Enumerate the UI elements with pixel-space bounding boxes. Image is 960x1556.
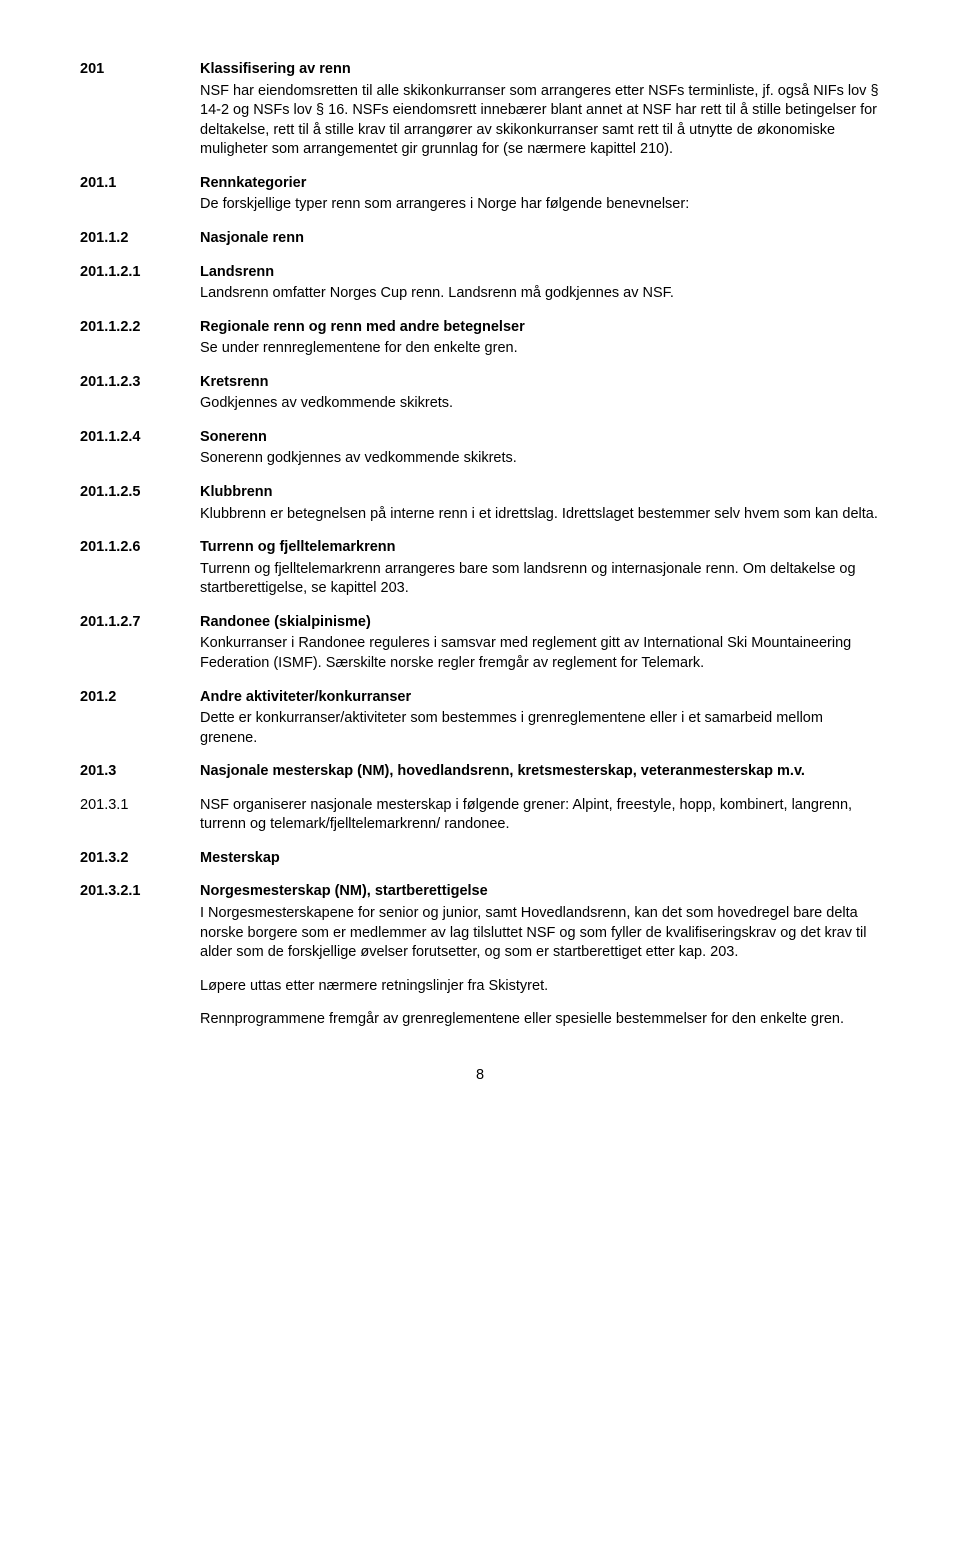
section-title: Andre aktiviteter/konkurranser (200, 688, 880, 708)
section-content: Regionale renn og renn med andre betegne… (200, 318, 880, 359)
section-content: Mesterskap (200, 849, 880, 869)
section-number: 201 (80, 60, 200, 160)
section-201-1-2-2: 201.1.2.2 Regionale renn og renn med and… (80, 318, 880, 359)
section-content: Klubbrenn Klubbrenn er betegnelsen på in… (200, 483, 880, 524)
section-number: 201.1.2.2 (80, 318, 200, 359)
section-content: Nasjonale mesterskap (NM), hovedlandsren… (200, 762, 880, 782)
section-title: Klubbrenn (200, 483, 880, 503)
section-title: Nasjonale mesterskap (NM), hovedlandsren… (200, 762, 880, 782)
section-title: Klassifisering av renn (200, 60, 880, 80)
section-201-1-2-5: 201.1.2.5 Klubbrenn Klubbrenn er betegne… (80, 483, 880, 524)
section-body: Turrenn og fjelltelemarkrenn arrangeres … (200, 560, 880, 599)
section-body: I Norgesmesterskapene for senior og juni… (200, 904, 880, 963)
section-number: 201.3.1 (80, 796, 200, 835)
section-number: 201.3.2 (80, 849, 200, 869)
section-body: Sonerenn godkjennes av vedkommende skikr… (200, 449, 880, 469)
section-body: Godkjennes av vedkommende skikrets. (200, 394, 880, 414)
section-title: Randonee (skialpinisme) (200, 613, 880, 633)
section-body: Se under rennreglementene for den enkelt… (200, 339, 880, 359)
section-201-1-2-6: 201.1.2.6 Turrenn og fjelltelemarkrenn T… (80, 538, 880, 599)
section-content: Norgesmesterskap (NM), startberettigelse… (200, 882, 880, 962)
section-content: Nasjonale renn (200, 229, 880, 249)
section-number: 201.1 (80, 174, 200, 215)
section-number: 201.1.2.3 (80, 373, 200, 414)
section-201-3-1: 201.3.1 NSF organiserer nasjonale mester… (80, 796, 880, 835)
section-content: Sonerenn Sonerenn godkjennes av vedkomme… (200, 428, 880, 469)
section-title: Mesterskap (200, 849, 880, 869)
section-extra-paragraph: Rennprogrammene fremgår av grenreglement… (200, 1010, 880, 1030)
section-201-1: 201.1 Rennkategorier De forskjellige typ… (80, 174, 880, 215)
section-title: Rennkategorier (200, 174, 880, 194)
section-title: Regionale renn og renn med andre betegne… (200, 318, 880, 338)
section-201-1-2-3: 201.1.2.3 Kretsrenn Godkjennes av vedkom… (80, 373, 880, 414)
section-201-1-2-7: 201.1.2.7 Randonee (skialpinisme) Konkur… (80, 613, 880, 674)
section-number: 201.1.2.5 (80, 483, 200, 524)
section-content: Randonee (skialpinisme) Konkurranser i R… (200, 613, 880, 674)
section-number: 201.1.2.4 (80, 428, 200, 469)
section-201-3-2-1: 201.3.2.1 Norgesmesterskap (NM), startbe… (80, 882, 880, 962)
paragraph-text: Rennprogrammene fremgår av grenreglement… (200, 1010, 880, 1030)
section-number: 201.3 (80, 762, 200, 782)
section-201-1-2: 201.1.2 Nasjonale renn (80, 229, 880, 249)
section-title: Turrenn og fjelltelemarkrenn (200, 538, 880, 558)
section-content: Landsrenn Landsrenn omfatter Norges Cup … (200, 263, 880, 304)
section-body: Konkurranser i Randonee reguleres i sams… (200, 634, 880, 673)
section-title: Sonerenn (200, 428, 880, 448)
section-body: NSF har eiendomsretten til alle skikonku… (200, 82, 880, 160)
section-number: 201.2 (80, 688, 200, 749)
section-title: Nasjonale renn (200, 229, 880, 249)
section-content: Turrenn og fjelltelemarkrenn Turrenn og … (200, 538, 880, 599)
page-number: 8 (80, 1066, 880, 1086)
section-201-1-2-1: 201.1.2.1 Landsrenn Landsrenn omfatter N… (80, 263, 880, 304)
section-number: 201.1.2.7 (80, 613, 200, 674)
section-body: De forskjellige typer renn som arrangere… (200, 195, 880, 215)
section-number: 201.1.2 (80, 229, 200, 249)
section-extra-paragraph: Løpere uttas etter nærmere retningslinje… (200, 977, 880, 997)
section-201-2: 201.2 Andre aktiviteter/konkurranser Det… (80, 688, 880, 749)
section-body: NSF organiserer nasjonale mesterskap i f… (200, 796, 880, 835)
section-number: 201.1.2.1 (80, 263, 200, 304)
section-title: Kretsrenn (200, 373, 880, 393)
section-content: NSF organiserer nasjonale mesterskap i f… (200, 796, 880, 835)
section-title: Norgesmesterskap (NM), startberettigelse (200, 882, 880, 902)
section-body: Landsrenn omfatter Norges Cup renn. Land… (200, 284, 880, 304)
section-number: 201.3.2.1 (80, 882, 200, 962)
section-201-1-2-4: 201.1.2.4 Sonerenn Sonerenn godkjennes a… (80, 428, 880, 469)
section-content: Klassifisering av renn NSF har eiendomsr… (200, 60, 880, 160)
section-body: Dette er konkurranser/aktiviteter som be… (200, 709, 880, 748)
section-number: 201.1.2.6 (80, 538, 200, 599)
section-201-3-2: 201.3.2 Mesterskap (80, 849, 880, 869)
section-title: Landsrenn (200, 263, 880, 283)
section-content: Andre aktiviteter/konkurranser Dette er … (200, 688, 880, 749)
section-201: 201 Klassifisering av renn NSF har eiend… (80, 60, 880, 160)
section-content: Kretsrenn Godkjennes av vedkommende skik… (200, 373, 880, 414)
section-201-3: 201.3 Nasjonale mesterskap (NM), hovedla… (80, 762, 880, 782)
section-body: Klubbrenn er betegnelsen på interne renn… (200, 505, 880, 525)
paragraph-text: Løpere uttas etter nærmere retningslinje… (200, 977, 880, 997)
section-content: Rennkategorier De forskjellige typer ren… (200, 174, 880, 215)
